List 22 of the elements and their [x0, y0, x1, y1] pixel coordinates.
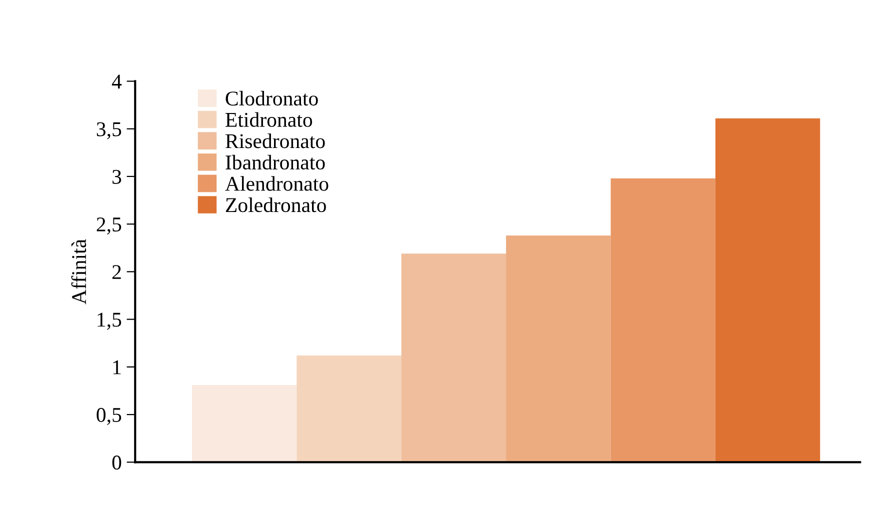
legend-label: Clodronato	[226, 90, 318, 106]
y-tick-label: 2	[112, 265, 121, 279]
bar	[610, 178, 716, 462]
bar	[401, 254, 506, 462]
y-tick-label: 1,5	[98, 312, 122, 330]
legend-label: Zoledronato	[226, 197, 326, 212]
y-tick-label: 4	[112, 74, 122, 88]
y-tick-label: 0,5	[96, 408, 122, 425]
legend-label: Etidronato	[226, 112, 312, 127]
y-axis-title: Affinità	[71, 239, 86, 304]
y-tick-label: 3,5	[96, 122, 122, 140]
bar	[296, 356, 402, 462]
bar	[506, 236, 611, 462]
y-tick-label: 3	[112, 170, 122, 184]
y-tick-label: 1	[113, 360, 121, 374]
legend-label: Alendronato	[225, 176, 328, 191]
bar	[715, 118, 820, 462]
y-tick-label: 2,5	[96, 218, 122, 235]
legend-label: Ibandronato	[226, 154, 325, 170]
legend-label: Risedronato	[226, 134, 325, 148]
y-tick-label: 0	[112, 456, 122, 470]
bar	[192, 385, 297, 462]
